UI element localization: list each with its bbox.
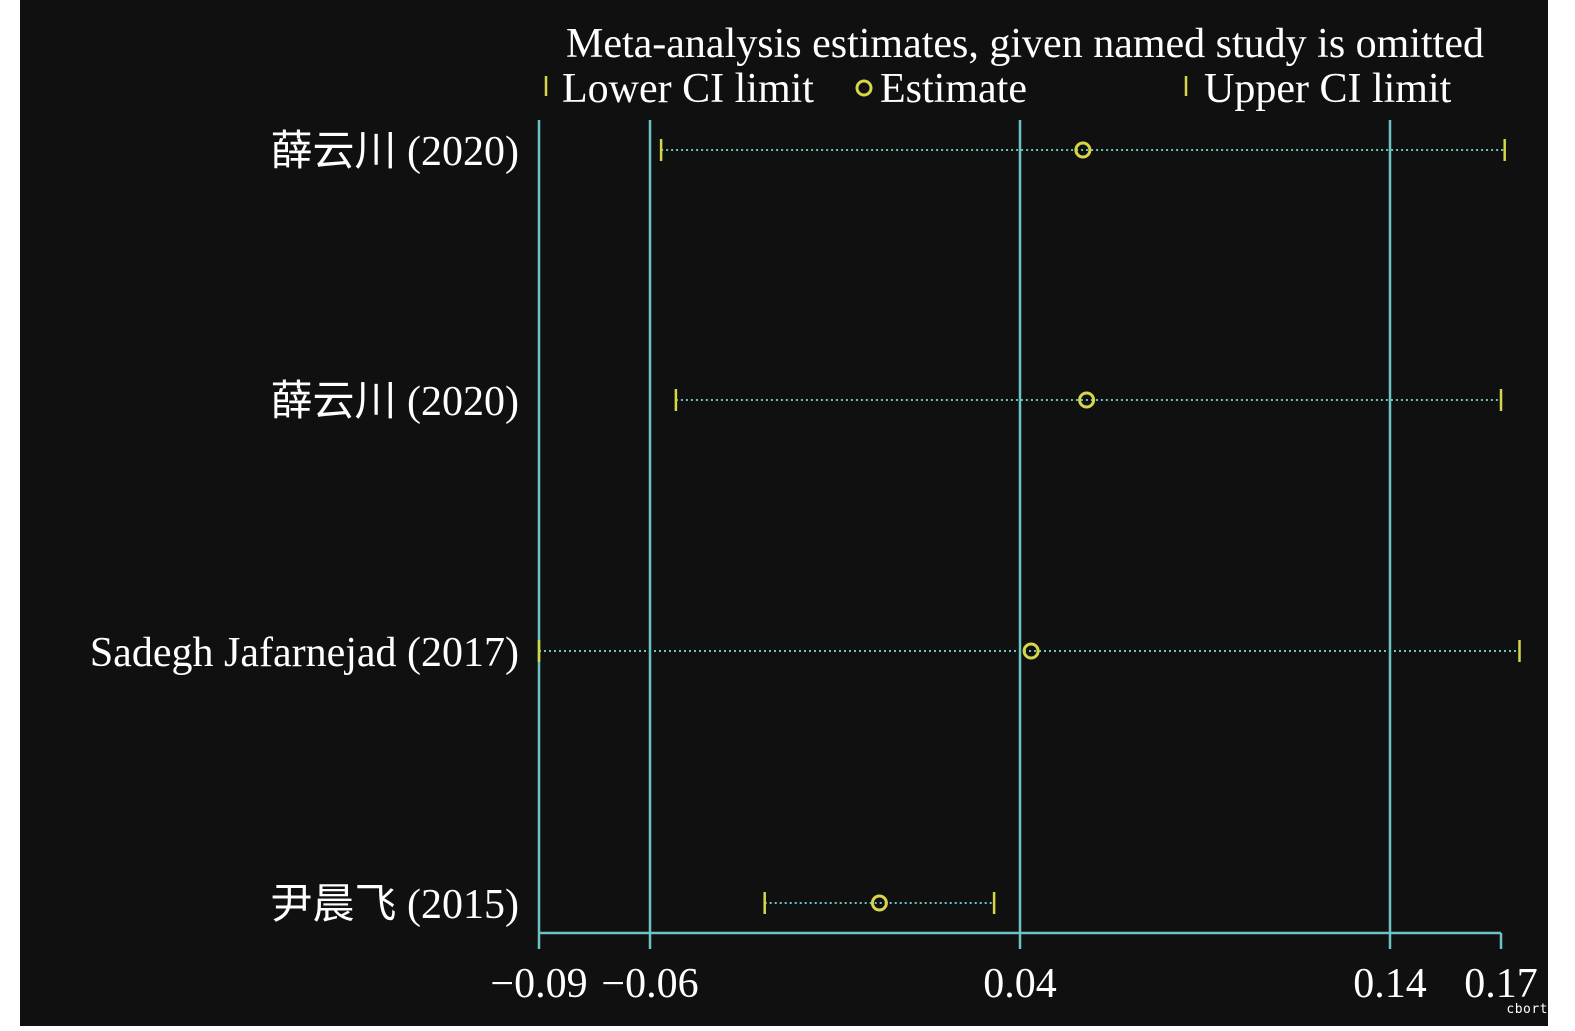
legend-label-2: Upper CI limit [1204,66,1452,112]
estimate-marker-0 [1074,141,1092,159]
x-tick-label-0: −0.09 [490,961,587,1007]
legend-circle-marker-1 [855,79,873,97]
forest-plot: Meta-analysis estimates, given named stu… [90,21,1538,1007]
x-tick-label-3: 0.14 [1353,961,1427,1007]
estimate-marker-3 [870,894,888,912]
estimate-marker-2 [1022,642,1040,660]
legend-label-0: Lower CI limit [562,66,814,112]
watermark: cbortx.c [1506,1002,1573,1017]
chart-title: Meta-analysis estimates, given named stu… [566,21,1484,67]
study-label-0: 薛云川 (2020) [271,129,519,175]
study-label-1: 薛云川 (2020) [271,379,519,425]
x-tick-label-4: 0.17 [1464,961,1538,1007]
legend-label-1: Estimate [880,66,1027,112]
study-label-2: Sadegh Jafarnejad (2017) [90,630,519,676]
x-tick-label-2: 0.04 [983,961,1057,1007]
study-label-3: 尹晨飞 (2015) [271,882,519,928]
estimate-marker-1 [1078,391,1096,409]
chart-panel: Meta-analysis estimates, given named stu… [20,0,1548,1026]
x-tick-label-1: −0.06 [601,961,698,1007]
